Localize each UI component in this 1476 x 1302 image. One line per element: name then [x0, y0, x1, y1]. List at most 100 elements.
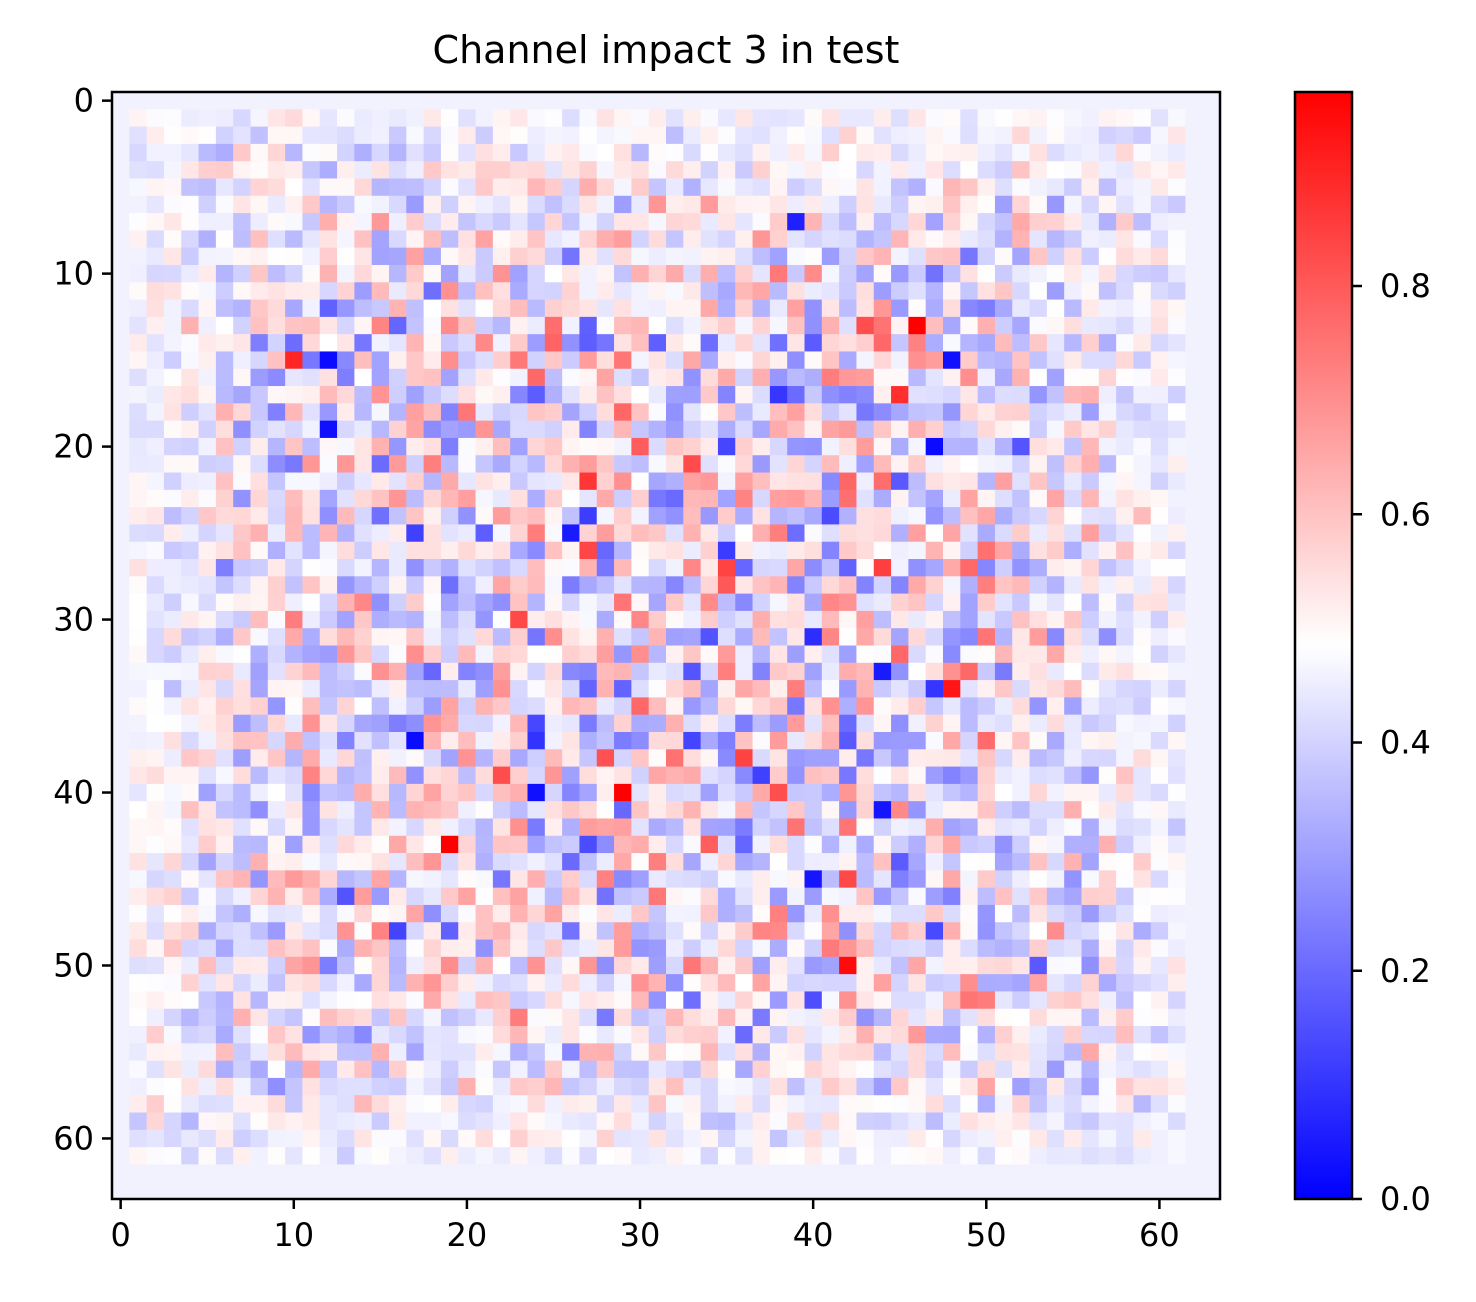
heatmap-cell	[683, 818, 702, 837]
heatmap-cell	[354, 801, 373, 820]
heatmap-cell	[163, 507, 182, 526]
heatmap-cell	[1029, 195, 1048, 214]
heatmap-cell	[527, 1181, 546, 1200]
heatmap-cell	[700, 143, 719, 162]
heatmap-cell	[873, 213, 892, 231]
heatmap-cell	[821, 853, 840, 871]
heatmap-cell	[1012, 835, 1031, 854]
heatmap-cell	[1202, 1043, 1221, 1062]
heatmap-cell	[856, 472, 875, 491]
heatmap-cell	[440, 1060, 459, 1079]
heatmap-cell	[146, 887, 165, 906]
heatmap-cell	[112, 628, 130, 647]
heatmap-cell	[943, 628, 961, 647]
heatmap-cell	[1029, 991, 1048, 1010]
heatmap-cell	[891, 316, 909, 335]
heatmap-cell	[406, 143, 425, 162]
heatmap-cell	[683, 680, 702, 698]
heatmap-cell	[1046, 316, 1065, 335]
heatmap-cell	[631, 1077, 650, 1096]
heatmap-cell	[856, 1043, 875, 1062]
heatmap-cell	[1202, 922, 1221, 941]
heatmap-cell	[1185, 92, 1204, 110]
heatmap-cell	[579, 178, 598, 197]
heatmap-cell	[354, 1095, 373, 1114]
heatmap-cell	[475, 489, 494, 508]
heatmap-cell	[1029, 1077, 1048, 1096]
heatmap-cell	[1012, 1077, 1031, 1096]
heatmap-cell	[1150, 1008, 1169, 1027]
heatmap-cell	[735, 714, 754, 733]
heatmap-cell	[215, 489, 234, 508]
heatmap-cell	[163, 126, 182, 145]
heatmap-cell	[406, 230, 425, 249]
heatmap-cell	[562, 991, 581, 1010]
heatmap-cell	[112, 109, 130, 128]
heatmap-cell	[267, 714, 286, 733]
heatmap-cell	[527, 662, 546, 681]
heatmap-cell	[666, 368, 684, 387]
heatmap-cell	[943, 680, 961, 698]
heatmap-cell	[337, 974, 355, 993]
heatmap-cell	[943, 922, 961, 941]
heatmap-cell	[198, 472, 217, 491]
heatmap-cell	[579, 956, 598, 975]
heatmap-cell	[752, 922, 771, 941]
heatmap-cell	[112, 835, 130, 854]
heatmap-cell	[752, 818, 771, 837]
heatmap-cell	[1150, 420, 1169, 439]
heatmap-cell	[1185, 1043, 1204, 1062]
heatmap-cell	[960, 247, 979, 266]
heatmap-cell	[215, 1008, 234, 1027]
heatmap-cell	[960, 766, 979, 785]
heatmap-cell	[752, 541, 771, 560]
heatmap-cell	[163, 991, 182, 1010]
heatmap-cell	[510, 887, 529, 906]
heatmap-cell	[717, 299, 736, 318]
heatmap-cell	[1168, 299, 1186, 318]
heatmap-cell	[475, 853, 494, 871]
heatmap-cell	[891, 887, 909, 906]
heatmap-cell	[994, 1060, 1013, 1079]
heatmap-cell	[337, 1026, 355, 1044]
heatmap-cell	[319, 524, 338, 543]
heatmap-cell	[423, 766, 442, 785]
heatmap-cell	[839, 386, 858, 404]
heatmap-cell	[233, 974, 252, 993]
heatmap-cell	[1012, 420, 1031, 439]
heatmap-cell	[1133, 662, 1152, 681]
heatmap-cell	[1168, 109, 1186, 128]
heatmap-cell	[1168, 455, 1186, 474]
heatmap-cell	[1064, 109, 1083, 128]
heatmap-cell	[181, 1077, 200, 1096]
heatmap-cell	[302, 126, 321, 145]
heatmap-cell	[181, 853, 200, 871]
heatmap-cell	[752, 749, 771, 768]
heatmap-cell	[943, 870, 961, 889]
heatmap-cell	[994, 489, 1013, 508]
heatmap-cell	[562, 455, 581, 474]
heatmap-cell	[112, 334, 130, 353]
heatmap-cell	[544, 420, 563, 439]
heatmap-cell	[267, 576, 286, 595]
heatmap-cell	[1098, 593, 1117, 612]
heatmap-cell	[908, 749, 927, 768]
heatmap-cell	[562, 1060, 581, 1079]
heatmap-cell	[614, 299, 632, 318]
heatmap-cell	[233, 956, 252, 975]
heatmap-cell	[112, 559, 130, 577]
heatmap-cell	[458, 195, 477, 214]
heatmap-cell	[1029, 576, 1048, 595]
heatmap-cell	[925, 1008, 944, 1027]
heatmap-cell	[163, 783, 182, 802]
heatmap-cell	[440, 351, 459, 370]
heatmap-cell	[112, 92, 130, 110]
heatmap-cell	[614, 472, 632, 491]
heatmap-cell	[1046, 264, 1065, 283]
heatmap-cell	[717, 1164, 736, 1183]
heatmap-cell	[544, 282, 563, 301]
heatmap-cell	[787, 368, 806, 387]
heatmap-cell	[319, 247, 338, 266]
heatmap-cell	[319, 437, 338, 456]
heatmap-cell	[717, 1026, 736, 1044]
